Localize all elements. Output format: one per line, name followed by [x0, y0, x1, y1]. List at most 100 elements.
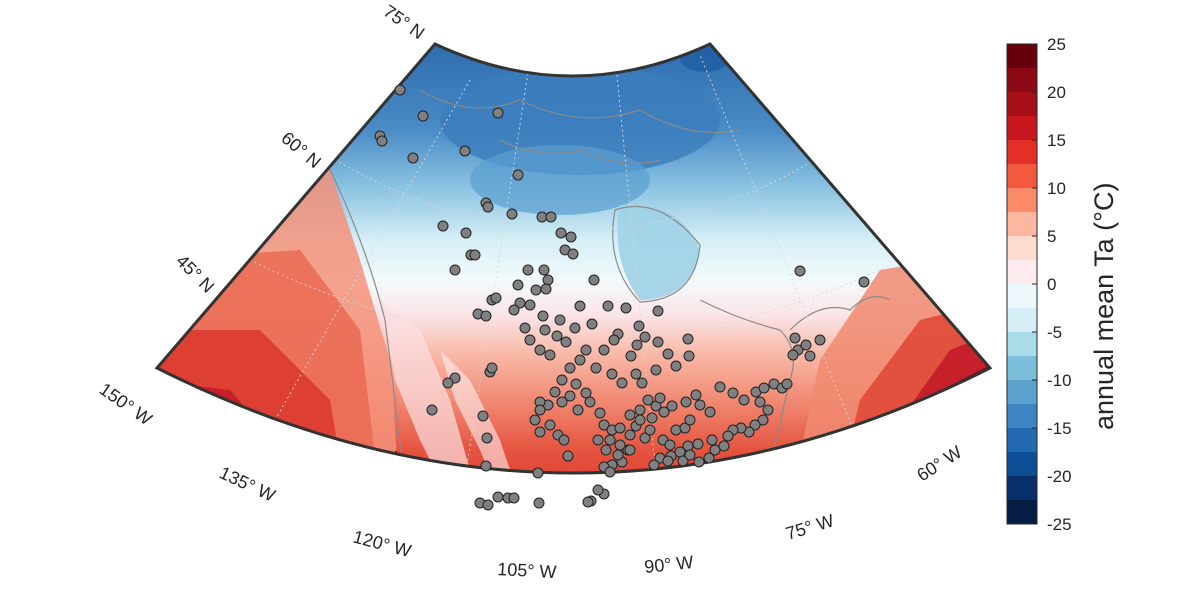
- station-marker: [538, 264, 550, 276]
- station-marker: [554, 314, 566, 326]
- station-marker: [738, 394, 750, 406]
- station-marker: [532, 467, 544, 479]
- lat-label-75n: 75° N: [380, 1, 429, 43]
- station-marker: [749, 419, 761, 431]
- station-marker: [426, 404, 438, 416]
- station-marker: [574, 300, 586, 312]
- station-marker: [703, 452, 715, 464]
- station-marker: [564, 362, 576, 374]
- station-marker: [480, 460, 492, 472]
- station-marker: [534, 344, 546, 356]
- station-marker: [714, 381, 726, 393]
- colorbar-swatch: [1007, 68, 1037, 93]
- lon-label-120w: 120° W: [351, 527, 413, 562]
- station-marker: [600, 444, 612, 456]
- colorbar-swatch: [1007, 332, 1037, 357]
- station-marker: [781, 378, 793, 390]
- colorbar-swatch: [1007, 44, 1037, 69]
- colorbar-swatch: [1007, 356, 1037, 381]
- station-marker: [407, 152, 419, 164]
- station-marker: [674, 446, 686, 458]
- station-marker: [437, 220, 449, 232]
- station-marker: [634, 404, 646, 416]
- station-marker: [633, 320, 645, 332]
- colorbar-swatch: [1007, 116, 1037, 141]
- graticule: [249, 54, 901, 473]
- station-marker: [634, 414, 646, 426]
- station-marker: [606, 368, 618, 380]
- station-marker: [679, 422, 691, 434]
- colorbar-swatch: [1007, 476, 1037, 501]
- colorbar-swatch: [1007, 452, 1037, 477]
- station-marker: [524, 299, 536, 311]
- station-marker: [630, 368, 642, 380]
- map-frame: [154, 42, 993, 475]
- station-marker: [394, 84, 406, 96]
- station-marker: [586, 318, 598, 330]
- station-marker: [582, 496, 594, 508]
- station-markers: [374, 84, 870, 511]
- station-marker: [616, 377, 628, 389]
- station-marker: [683, 350, 695, 362]
- colorbar-swatch: [1007, 212, 1037, 237]
- colorbar-swatch: [1007, 236, 1037, 261]
- station-marker: [762, 404, 774, 416]
- lon-label-60w: 60° W: [913, 442, 965, 486]
- station-marker: [480, 310, 492, 322]
- colorbar-tick-label: 0: [1047, 275, 1056, 294]
- station-marker: [529, 414, 541, 426]
- colorbar-swatch: [1007, 404, 1037, 429]
- station-marker: [604, 466, 616, 478]
- station-marker: [376, 135, 388, 147]
- lon-label-105w: 105° W: [497, 559, 557, 582]
- station-marker: [612, 449, 624, 461]
- colorbar-swatch: [1007, 308, 1037, 333]
- colorbar-tick-label: 5: [1047, 227, 1056, 246]
- lat-label-45n: 45° N: [172, 251, 218, 297]
- station-marker: [524, 334, 536, 346]
- colorbar-title: annual mean Ta (°C): [1089, 183, 1119, 430]
- station-marker: [608, 334, 620, 346]
- colorbar-tick-label: -20: [1047, 467, 1072, 486]
- station-marker: [650, 364, 662, 376]
- station-marker: [625, 350, 637, 362]
- colorbar-swatch: [1007, 92, 1037, 117]
- station-marker: [580, 344, 592, 356]
- station-marker: [469, 249, 481, 261]
- colorbar-tick-label: -5: [1047, 323, 1062, 342]
- station-marker: [508, 304, 520, 316]
- station-marker: [556, 374, 568, 386]
- station-marker: [694, 399, 706, 411]
- station-marker: [492, 491, 504, 503]
- station-marker: [758, 382, 770, 394]
- station-marker: [512, 169, 524, 181]
- station-marker: [598, 344, 610, 356]
- station-marker: [477, 410, 489, 422]
- station-marker: [449, 264, 461, 276]
- station-marker: [718, 440, 730, 452]
- station-marker: [588, 274, 600, 286]
- station-marker: [624, 429, 636, 441]
- station-marker: [670, 360, 682, 372]
- station-marker: [533, 497, 545, 509]
- colorbar-swatch: [1007, 284, 1037, 309]
- station-marker: [492, 107, 504, 119]
- station-marker: [814, 334, 826, 346]
- station-marker: [592, 484, 604, 496]
- temperature-field: [157, 44, 990, 473]
- station-marker: [594, 407, 606, 419]
- colorbar-swatch: [1007, 428, 1037, 453]
- station-marker: [727, 387, 739, 399]
- colorbar-swatch: [1007, 260, 1037, 285]
- station-marker: [580, 387, 592, 399]
- station-marker: [522, 264, 534, 276]
- station-marker: [549, 386, 561, 398]
- station-marker: [584, 396, 596, 408]
- colorbar-tick-label: 10: [1047, 179, 1066, 198]
- lon-label-150w: 150° W: [96, 379, 156, 429]
- station-marker: [680, 396, 692, 408]
- station-marker: [644, 424, 656, 436]
- station-marker: [442, 377, 454, 389]
- colorbar-tick-label: -15: [1047, 419, 1072, 438]
- station-marker: [652, 305, 664, 317]
